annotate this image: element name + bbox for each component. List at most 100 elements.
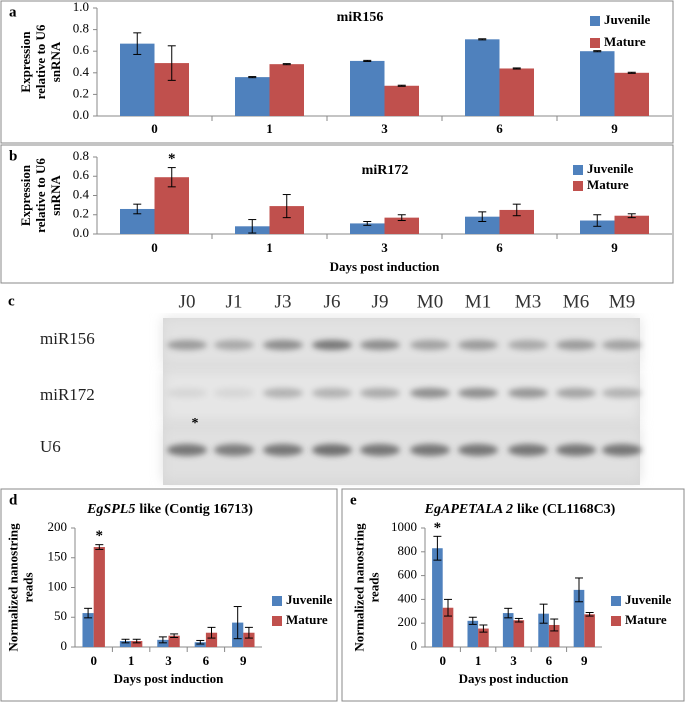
x-tick-label: 9 bbox=[240, 653, 247, 668]
bar bbox=[465, 216, 500, 234]
x-tick-label: 1 bbox=[128, 653, 135, 668]
panel-label: a bbox=[9, 4, 17, 20]
row-label: U6 bbox=[40, 437, 61, 456]
bar bbox=[194, 642, 206, 647]
bar bbox=[502, 613, 514, 647]
error-bar bbox=[593, 214, 602, 227]
y-tick-label: 0.8 bbox=[73, 21, 89, 36]
blot-band bbox=[214, 388, 254, 398]
x-tick-label: 9 bbox=[611, 121, 618, 136]
bar bbox=[384, 85, 419, 116]
bar bbox=[584, 614, 595, 647]
error-bar bbox=[196, 639, 205, 645]
blot-band bbox=[312, 444, 352, 456]
blot-annotation: * bbox=[192, 416, 199, 431]
error-bar bbox=[363, 59, 372, 62]
error-bar bbox=[121, 638, 130, 644]
lane-label: M9 bbox=[609, 291, 635, 312]
bar bbox=[168, 635, 180, 647]
blot-band bbox=[214, 340, 254, 350]
y-axis-label: relative to U6 bbox=[33, 158, 48, 233]
error-bar bbox=[282, 194, 291, 219]
error-bar bbox=[512, 203, 521, 217]
blot-band bbox=[214, 444, 254, 456]
y-tick-label: 0.4 bbox=[73, 64, 90, 79]
y-tick-label: 0.2 bbox=[73, 206, 89, 221]
error-bar bbox=[244, 626, 253, 639]
y-tick-label: 0 bbox=[411, 638, 418, 653]
panel-border bbox=[341, 488, 685, 702]
title-part: like (Contig 16713) bbox=[139, 502, 253, 517]
y-tick-label: 200 bbox=[48, 519, 68, 534]
bar bbox=[93, 547, 105, 647]
y-axis-label: Expression bbox=[18, 164, 33, 226]
legend-swatch bbox=[272, 616, 282, 626]
y-tick-label: 400 bbox=[398, 590, 418, 605]
x-axis-label: Days post induction bbox=[459, 671, 570, 686]
panel-border bbox=[0, 0, 674, 144]
bar bbox=[513, 620, 525, 647]
x-tick-label: 3 bbox=[165, 653, 172, 668]
y-tick-label: 200 bbox=[398, 614, 418, 629]
legend-swatch bbox=[573, 165, 583, 175]
panel-border bbox=[0, 144, 674, 284]
x-tick-label: 3 bbox=[381, 240, 388, 255]
lane-label: J9 bbox=[372, 291, 389, 312]
lane-label: J0 bbox=[179, 291, 196, 312]
y-tick-label: 0.2 bbox=[73, 85, 89, 100]
blot-band bbox=[458, 388, 498, 398]
blot-band bbox=[263, 444, 303, 456]
row-label: miR172 bbox=[40, 385, 95, 404]
lane-label: J6 bbox=[324, 291, 341, 312]
bar bbox=[235, 77, 270, 116]
x-tick-label: 3 bbox=[381, 121, 388, 136]
blot-band bbox=[556, 444, 596, 456]
bar bbox=[82, 613, 94, 647]
bar bbox=[478, 628, 489, 647]
error-bar bbox=[133, 32, 142, 55]
error-bar bbox=[207, 626, 216, 639]
x-axis-label: Days post induction bbox=[114, 671, 225, 686]
blot-band bbox=[602, 340, 642, 350]
x-tick-label: 3 bbox=[510, 653, 517, 668]
legend-label: Juvenile bbox=[604, 12, 650, 27]
y-tick-label: 0.6 bbox=[73, 167, 90, 182]
y-tick-label: 0.8 bbox=[73, 148, 89, 163]
error-bar bbox=[397, 84, 406, 87]
legend-swatch bbox=[573, 181, 583, 191]
error-bar bbox=[158, 636, 167, 644]
bar bbox=[269, 64, 304, 116]
bar bbox=[120, 43, 155, 116]
bar bbox=[465, 39, 500, 116]
x-axis-label: Days post induction bbox=[330, 259, 441, 274]
blot-band bbox=[360, 388, 400, 398]
error-bar bbox=[514, 617, 523, 623]
y-tick-label: 600 bbox=[398, 567, 418, 582]
error-bar bbox=[593, 50, 602, 53]
error-bar bbox=[167, 167, 176, 188]
error-bar bbox=[539, 603, 548, 624]
error-bar bbox=[627, 71, 636, 74]
error-bar bbox=[84, 607, 93, 619]
y-tick-label: 1.0 bbox=[73, 0, 89, 14]
error-bar bbox=[433, 535, 442, 561]
error-bar bbox=[167, 45, 176, 81]
y-axis-label: snRNA bbox=[48, 41, 63, 82]
x-tick-label: 1 bbox=[475, 653, 482, 668]
y-axis-label: Normalized nanostring bbox=[5, 523, 20, 652]
error-bar bbox=[170, 633, 179, 638]
x-tick-label: 6 bbox=[203, 653, 210, 668]
error-bar bbox=[132, 638, 141, 644]
lane-label: J3 bbox=[275, 291, 292, 312]
blot-band bbox=[167, 444, 207, 456]
panel-label: c bbox=[8, 293, 15, 309]
title-part: miR172 bbox=[362, 163, 409, 178]
error-bar bbox=[478, 38, 487, 41]
bar bbox=[548, 624, 560, 647]
bar bbox=[131, 641, 143, 647]
blot-band bbox=[410, 340, 450, 350]
y-tick-label: 0.4 bbox=[73, 186, 90, 201]
bar bbox=[538, 613, 549, 647]
x-tick-label: 0 bbox=[151, 240, 158, 255]
panel-border bbox=[0, 488, 338, 702]
